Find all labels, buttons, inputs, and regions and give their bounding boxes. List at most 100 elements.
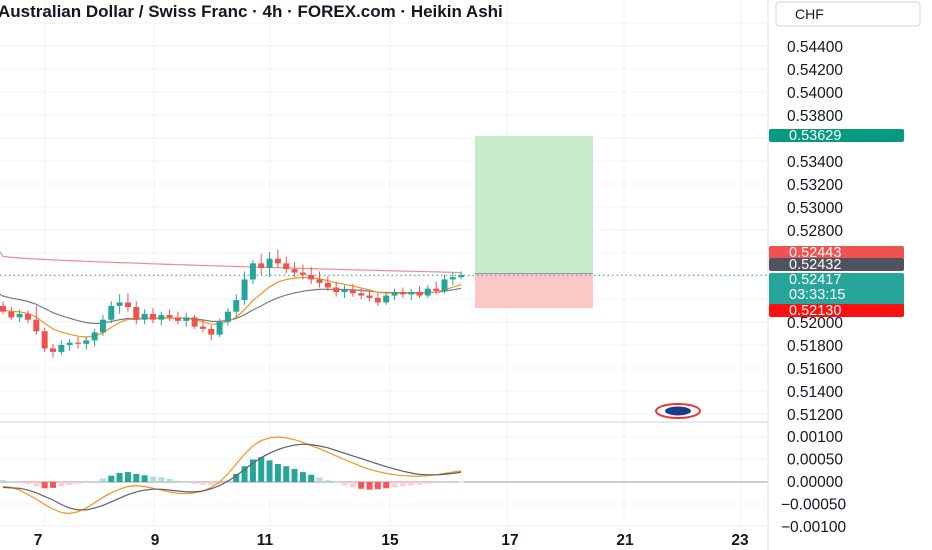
macd-histogram-bar — [424, 482, 431, 484]
candle-body — [183, 317, 190, 321]
date-axis-label: 23 — [731, 532, 749, 549]
macd-histogram-bar — [8, 481, 15, 483]
macd-histogram-bar — [441, 482, 448, 483]
price-tag-value: 0.52417 — [789, 272, 841, 288]
macd-histogram-bar — [358, 482, 365, 489]
macd-histogram-bar — [133, 473, 140, 482]
macd-histogram-bar — [283, 466, 290, 482]
candle-body — [199, 326, 206, 329]
candle-body — [124, 302, 131, 308]
macd-histogram-bar — [74, 482, 81, 484]
ema-line — [0, 251, 462, 274]
candle-body — [316, 279, 323, 283]
candle-body — [299, 272, 306, 275]
price-axis-label: 0.52000 — [787, 315, 843, 332]
candle-body — [383, 295, 390, 303]
price-axis-label: 0.51200 — [787, 407, 843, 424]
macd-histogram-bar — [391, 482, 398, 488]
price-axis-label: 0.54000 — [787, 85, 843, 102]
macd-histogram-bar — [116, 473, 123, 482]
candle-body — [166, 315, 173, 318]
macd-histogram-bar — [316, 477, 323, 482]
macd-line — [2, 436, 462, 515]
candle-body — [399, 292, 406, 295]
macd-histogram-bar — [16, 482, 23, 484]
candle-body — [349, 289, 356, 294]
macd-pane — [0, 436, 465, 515]
macd-histogram-bar — [58, 482, 65, 487]
macd-histogram-bar — [433, 482, 440, 484]
macd-histogram-bar — [374, 482, 381, 490]
macd-histogram-bar — [199, 482, 206, 485]
macd-histogram-bar — [458, 481, 465, 483]
candle-body — [224, 311, 231, 322]
macd-histogram-bar — [399, 482, 406, 487]
chart-title: Australian Dollar / Swiss Franc · 4h · F… — [0, 2, 503, 21]
candle-body — [266, 258, 273, 268]
macd-histogram-bar — [408, 482, 415, 486]
candlestick-series — [0, 249, 465, 358]
macd-histogram-bar — [66, 482, 73, 486]
candle-body — [449, 277, 456, 280]
currency-label: CHF — [795, 6, 824, 22]
candle-body — [374, 297, 381, 303]
macd-histogram-bar — [208, 482, 215, 486]
macd-histogram-bar — [149, 476, 156, 482]
candle-body — [149, 313, 156, 320]
macd-axis-label: −0.00050 — [781, 497, 846, 514]
price-axis-label: 0.52800 — [787, 223, 843, 240]
price-tag-value: 0.52443 — [789, 245, 841, 261]
candle-body — [241, 279, 248, 301]
candle-body — [258, 263, 265, 268]
macd-histogram-bar — [416, 482, 423, 485]
candle-body — [216, 322, 223, 335]
macd-histogram-bar — [349, 482, 356, 488]
candle-body — [99, 319, 106, 333]
candle-body — [83, 340, 90, 344]
candle-body — [333, 287, 340, 293]
macd-histogram-bar — [108, 475, 115, 482]
candle-body — [358, 293, 365, 296]
candle-body — [0, 305, 6, 312]
macd-axis-label: −0.00100 — [781, 519, 846, 536]
macd-histogram-bar — [291, 468, 298, 482]
price-tag-bg — [769, 258, 904, 271]
candle-body — [391, 292, 398, 296]
price-axis-label: 0.53200 — [787, 177, 843, 194]
position-tool[interactable] — [0, 135, 768, 309]
candle-body — [133, 307, 140, 320]
macd-histogram-bar — [241, 466, 248, 482]
candle-body — [174, 317, 181, 321]
price-axis-label: 0.51800 — [787, 338, 843, 355]
date-axis-label: 9 — [151, 532, 160, 549]
candle-body — [274, 258, 281, 264]
overlay-layer — [655, 403, 701, 419]
macd-axis-label: 0.00000 — [787, 474, 843, 491]
macd-histogram-bar — [33, 482, 40, 487]
candle-body — [291, 269, 298, 273]
macd-histogram-bar — [216, 482, 223, 484]
candle-body — [283, 263, 290, 270]
loss-zone — [475, 273, 593, 309]
candle-body — [49, 348, 56, 352]
macd-axis-label: 0.00100 — [787, 429, 843, 446]
macd-histogram-bar — [449, 482, 456, 483]
candle-body — [366, 295, 373, 298]
date-axis-label: 17 — [501, 532, 518, 549]
macd-histogram-bar — [333, 482, 340, 483]
currency-box[interactable] — [775, 1, 921, 27]
candle-body — [24, 313, 31, 320]
macd-histogram-bar — [308, 474, 315, 482]
price-tag-value: 0.52130 — [789, 303, 841, 319]
date-axis-label: 11 — [257, 532, 274, 549]
price-scale[interactable]: CHF 0.544000.542000.540000.538000.534000… — [767, 0, 932, 550]
date-axis-label: 15 — [381, 532, 399, 549]
candle-body — [141, 313, 148, 320]
macd-histogram-bar — [249, 459, 256, 482]
candle-body — [158, 315, 165, 320]
macd-histogram-bar — [341, 482, 348, 486]
candle-body — [41, 331, 48, 349]
macd-histogram-bar — [324, 480, 331, 482]
macd-histogram-bar — [299, 472, 306, 482]
